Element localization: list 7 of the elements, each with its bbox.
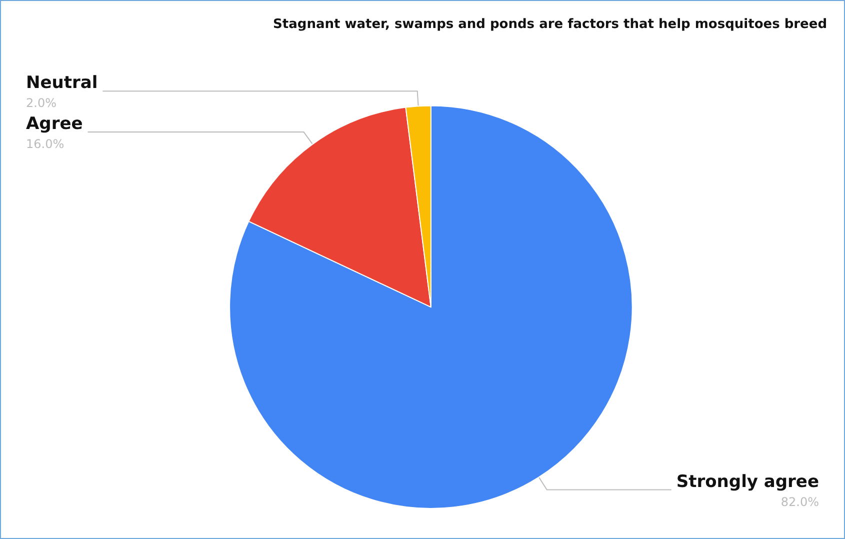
data-label: 82.0% (780, 494, 819, 509)
slice-label: Agree (26, 114, 83, 134)
slice-label: Strongly agree (676, 472, 819, 492)
data-label: 2.0% (26, 96, 56, 110)
data-label: 16.0% (26, 137, 64, 152)
slice-label: Neutral (26, 73, 98, 94)
chart-title: Stagnant water, swamps and ponds are factors that help mosquitoes breed (273, 17, 828, 32)
